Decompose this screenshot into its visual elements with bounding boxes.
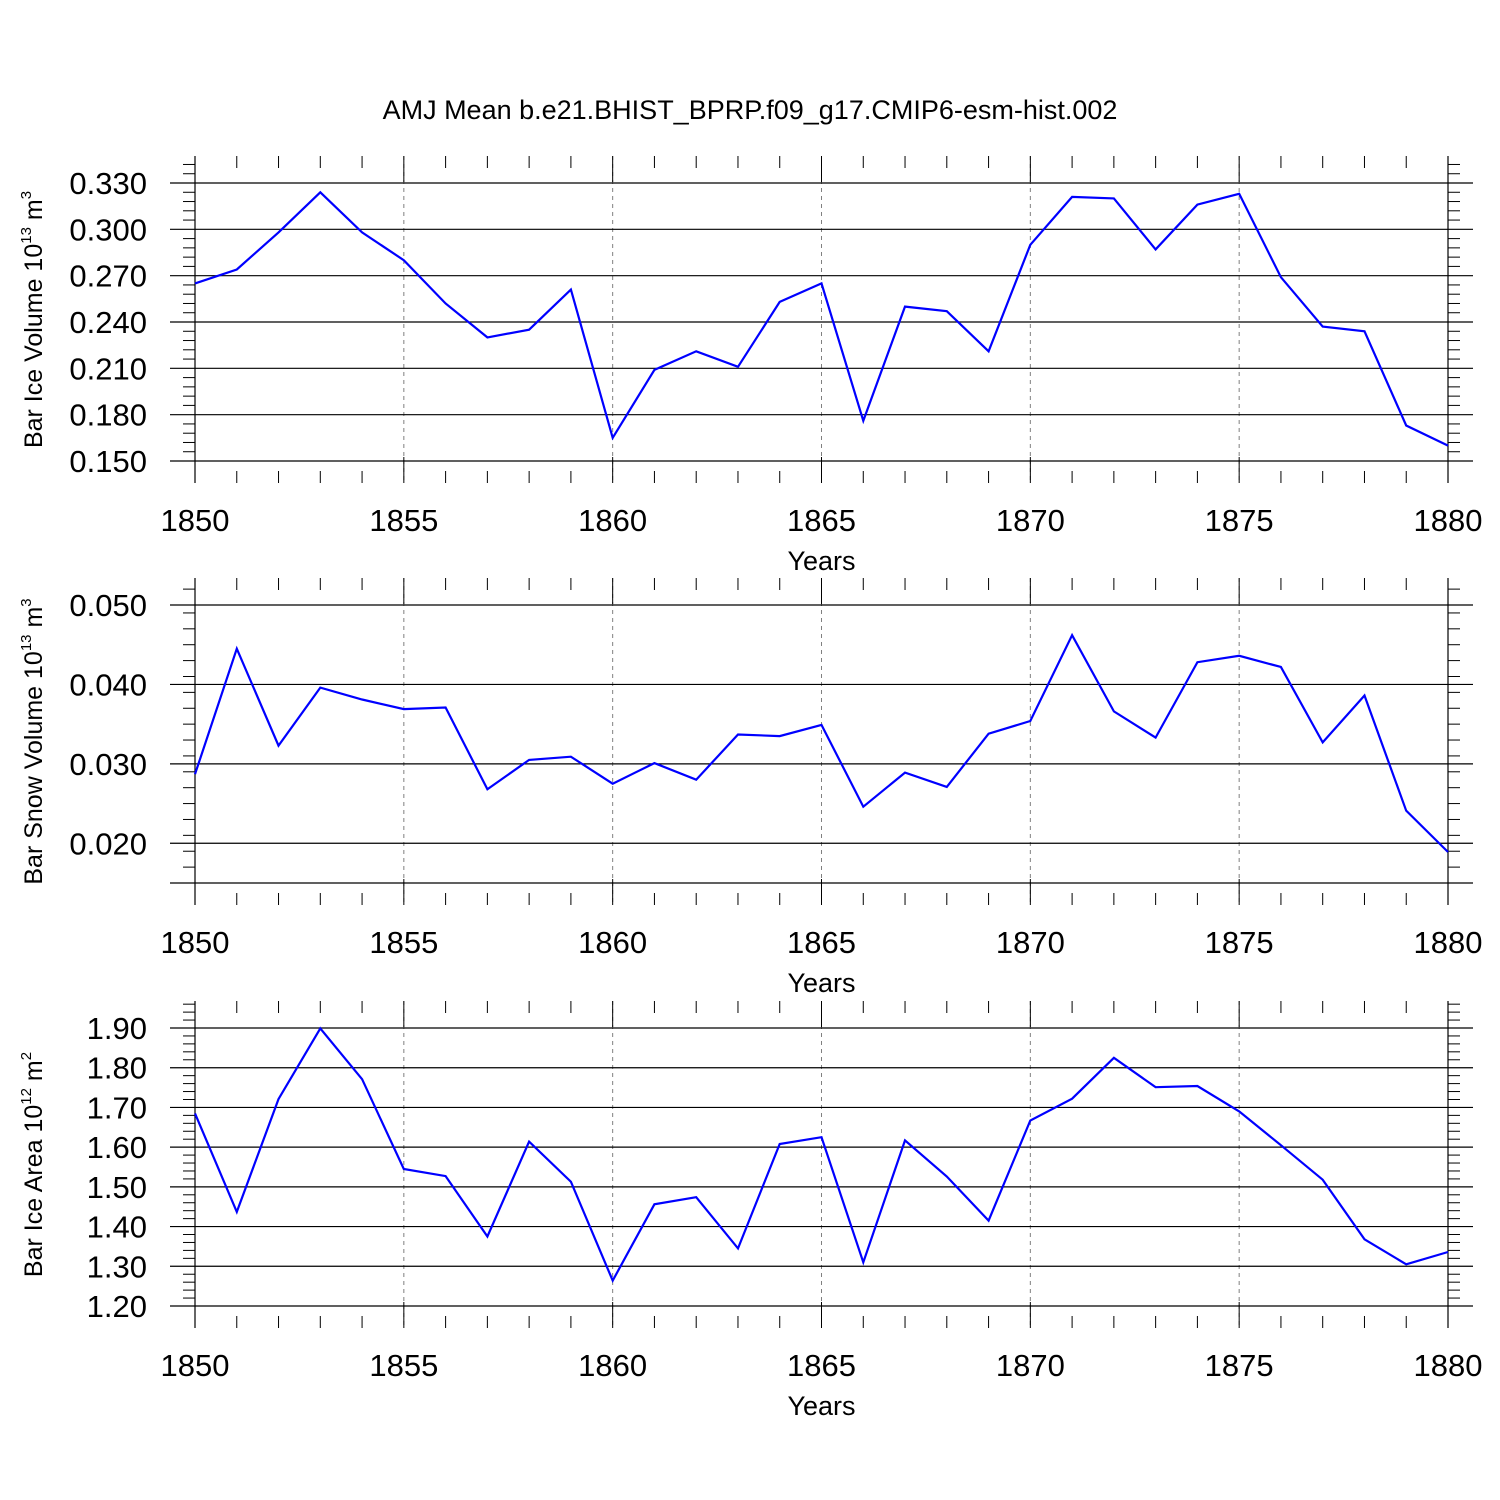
y-tick-label: 0.020	[69, 826, 147, 861]
y-tick-label: 1.60	[87, 1130, 147, 1165]
y-tick-label: 0.300	[69, 212, 147, 247]
y-axis-label-unit-exp: 3	[18, 598, 35, 606]
y-tick-label: 1.70	[87, 1090, 147, 1125]
x-tick-label: 1855	[369, 503, 438, 538]
y-tick-label: 1.50	[87, 1170, 147, 1205]
x-tick-label: 1850	[161, 1348, 230, 1383]
x-tick-label: 1865	[787, 503, 856, 538]
x-tick-label: 1875	[1205, 925, 1274, 960]
x-tick-label: 1855	[369, 1348, 438, 1383]
x-tick-label: 1860	[578, 925, 647, 960]
series-line	[193, 632, 1449, 853]
y-axis-label-main: Bar Snow Volume 10	[20, 651, 48, 884]
y-axis-label: Bar Snow Volume 1013 m3	[18, 598, 48, 884]
y-axis-label: Bar Ice Volume 1013 m3	[18, 191, 48, 448]
x-tick-label: 1880	[1414, 1348, 1483, 1383]
y-tick-label: 0.210	[69, 351, 147, 386]
x-tick-label: 1850	[161, 503, 230, 538]
y-axis-label-exp: 13	[18, 227, 35, 244]
x-tick-label: 1865	[787, 1348, 856, 1383]
x-axis-label: Years	[787, 546, 855, 576]
x-tick-label: 1875	[1205, 1348, 1274, 1383]
figure-title: AMJ Mean b.e21.BHIST_BPRP.f09_g17.CMIP6-…	[383, 95, 1118, 125]
y-axis-label-unit: m	[20, 607, 48, 635]
y-tick-label: 0.270	[69, 259, 147, 294]
x-tick-label: 1855	[369, 925, 438, 960]
y-tick-label: 0.030	[69, 747, 147, 782]
y-tick-label: 0.240	[69, 305, 147, 340]
y-tick-label: 0.330	[69, 166, 147, 201]
y-axis-label-main: Bar Ice Volume 10	[20, 244, 48, 448]
y-axis-label-unit: m	[20, 1060, 48, 1088]
y-tick-label: 1.90	[87, 1011, 147, 1046]
x-tick-label: 1860	[578, 1348, 647, 1383]
y-tick-label: 0.150	[69, 444, 147, 479]
y-tick-label: 0.050	[69, 588, 147, 623]
y-tick-label: 1.30	[87, 1249, 147, 1284]
x-tick-label: 1865	[787, 925, 856, 960]
y-axis-label-exp: 13	[18, 634, 35, 651]
x-axis-label: Years	[787, 1391, 855, 1421]
y-axis-label-exp: 12	[18, 1088, 35, 1105]
x-tick-label: 1860	[578, 503, 647, 538]
series-line	[193, 1026, 1449, 1284]
y-axis-label-unit-exp: 3	[18, 191, 35, 199]
x-tick-label: 1870	[996, 1348, 1065, 1383]
panel-2: 0.020 0.030 0.040 0.050 1850 1855 1860 1865 1870…	[18, 578, 1482, 998]
y-tick-label: 1.40	[87, 1210, 147, 1245]
x-tick-label: 1870	[996, 503, 1065, 538]
panel-3: 1.20 1.30 1.40 1.50 1.60 1.70 1.80 1.90 1850 1855…	[18, 1001, 1482, 1421]
y-tick-label: 0.040	[69, 667, 147, 702]
y-axis-label-main: Bar Ice Area 10	[20, 1105, 48, 1277]
x-tick-label: 1875	[1205, 503, 1274, 538]
y-axis-label-unit: m	[20, 199, 48, 227]
x-tick-label: 1880	[1414, 925, 1483, 960]
x-tick-label: 1850	[161, 925, 230, 960]
y-axis-label-unit-exp: 2	[18, 1052, 35, 1060]
y-tick-label: 1.20	[87, 1289, 147, 1324]
x-axis-label: Years	[787, 968, 855, 998]
x-tick-label: 1870	[996, 925, 1065, 960]
series-line	[194, 190, 1449, 447]
x-tick-label: 1880	[1414, 503, 1483, 538]
y-tick-label: 0.180	[69, 398, 147, 433]
panel-1: 0.150 0.180 0.210 0.240 0.270 0.300 0.330 1850 1…	[18, 156, 1482, 576]
y-axis-label: Bar Ice Area 1012 m2	[18, 1052, 48, 1277]
y-tick-label: 1.80	[87, 1051, 147, 1086]
